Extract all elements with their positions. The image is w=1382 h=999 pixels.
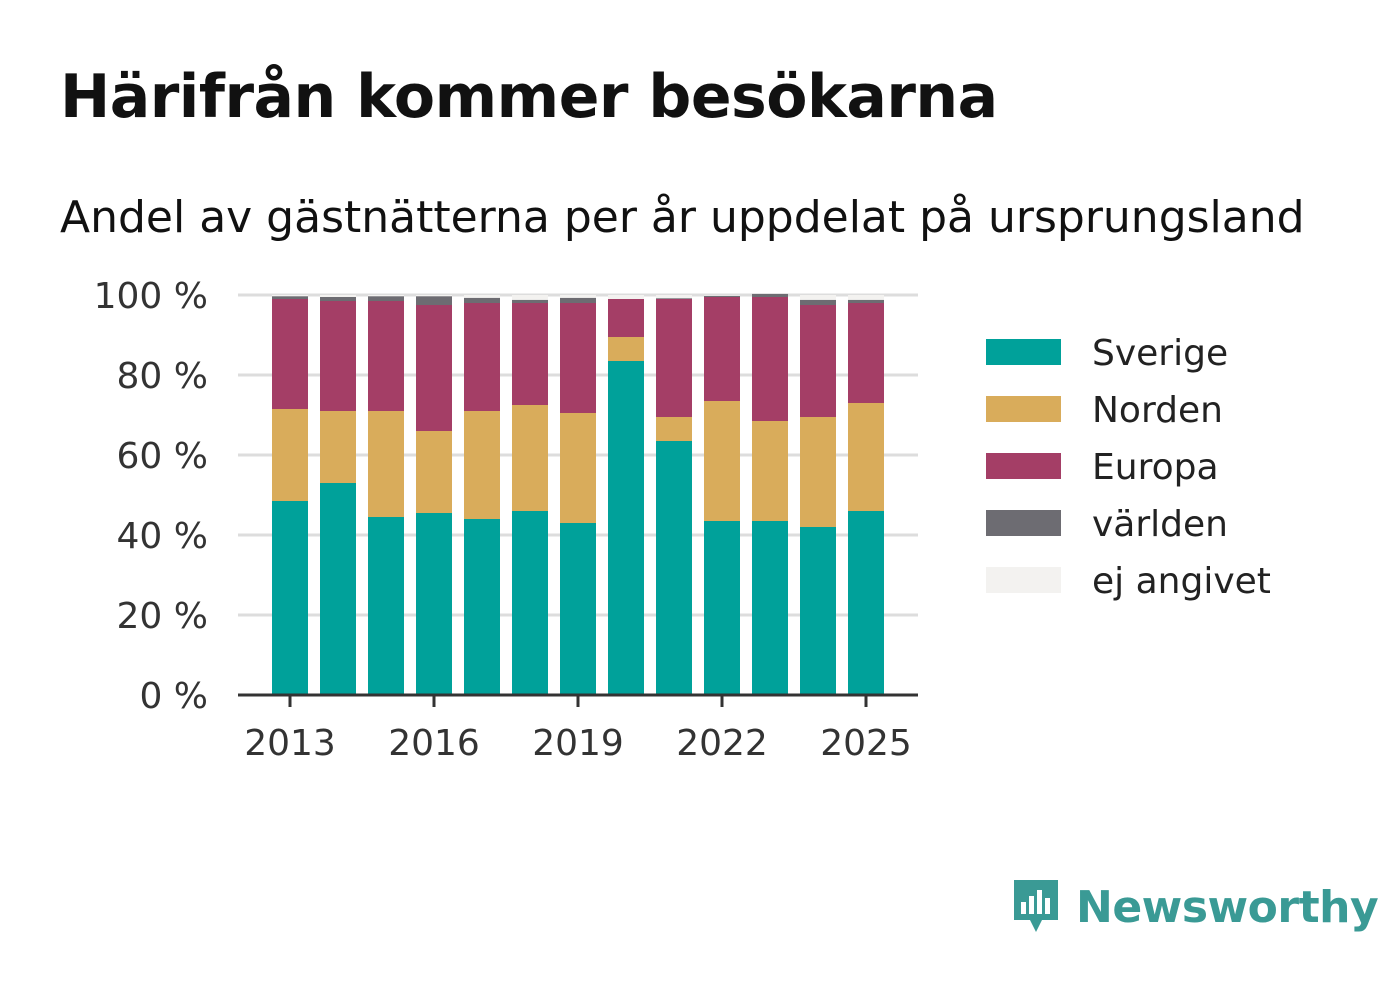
brand-name: Newsworthy (1076, 881, 1379, 933)
bar-segment (800, 305, 836, 417)
legend-swatch (986, 453, 1061, 479)
chart-subtitle: Andel av gästnätterna per år uppdelat på… (60, 192, 1305, 243)
bar-segment (560, 303, 596, 413)
y-tick-label: 60 % (117, 436, 208, 477)
bar-segment (752, 421, 788, 521)
bar-segment (464, 297, 500, 303)
chart-title: Härifrån kommer besökarna (60, 62, 998, 132)
bar-segment (320, 295, 356, 297)
bar-segment (512, 511, 548, 695)
bar-segment (416, 305, 452, 431)
bar-segment (560, 413, 596, 523)
bar-segment (320, 297, 356, 301)
bar-segment (848, 295, 884, 300)
bar-segment (704, 401, 740, 521)
bar-segment (320, 483, 356, 695)
bar-segment (512, 405, 548, 511)
bar-segment (512, 295, 548, 300)
legend-swatch (986, 567, 1061, 593)
bar-segment (464, 295, 500, 298)
bar-segment (368, 411, 404, 517)
bar-segment (848, 403, 884, 511)
bar-segment (560, 297, 596, 303)
y-tick-label: 20 % (117, 596, 208, 637)
bar-segment (800, 417, 836, 527)
bar-segment (656, 441, 692, 695)
bar-segment (752, 521, 788, 695)
x-tick-label: 2025 (820, 723, 912, 764)
bar-segment (800, 299, 836, 305)
bar-segment (464, 519, 500, 695)
bar-segment (608, 295, 644, 299)
y-tick-label: 40 % (117, 516, 208, 557)
bar-segment (272, 295, 308, 297)
bar-segment (752, 293, 788, 297)
bar-segment (464, 411, 500, 519)
bar-segment (704, 295, 740, 297)
legend-swatch (986, 339, 1061, 365)
legend-swatch (986, 510, 1061, 536)
bar-segment (560, 523, 596, 695)
bar-segment (416, 296, 452, 305)
bar-segment (608, 337, 644, 361)
bar-segment (368, 296, 404, 301)
bar-segment (320, 301, 356, 411)
bar-segment (512, 299, 548, 303)
legend-label: Europa (1092, 447, 1219, 488)
bar-segment (416, 295, 452, 297)
x-tick-label: 2022 (676, 723, 768, 764)
bar-segment (848, 303, 884, 403)
x-tick-label: 2016 (388, 723, 480, 764)
bar-segment (320, 411, 356, 483)
bar-segment (656, 299, 692, 417)
bar-segment (752, 293, 788, 294)
bar-segment (560, 295, 596, 298)
bar-segment (848, 511, 884, 695)
bar-segment (704, 521, 740, 695)
y-tick-label: 80 % (117, 356, 208, 397)
bar-segment (512, 303, 548, 405)
legend-label: Sverige (1092, 333, 1228, 374)
x-tick-label: 2013 (244, 723, 336, 764)
legend-label: Norden (1092, 390, 1223, 431)
legend-swatch (986, 396, 1061, 422)
bar-segment (656, 417, 692, 441)
bar-segment (368, 295, 404, 297)
bar-segment (272, 299, 308, 409)
bar-segment (656, 298, 692, 299)
bar-segment (656, 295, 692, 299)
newsworthy-logo-icon (1014, 880, 1058, 932)
bar-segment (416, 513, 452, 695)
bar-segment (800, 295, 836, 300)
bar-segment (848, 299, 884, 303)
x-tick-label: 2019 (532, 723, 624, 764)
bar-segment (608, 299, 644, 337)
bar-segment (608, 361, 644, 695)
bar-segment (368, 517, 404, 695)
bar-segment (752, 297, 788, 421)
bar-segment (704, 297, 740, 401)
bar-segment (272, 501, 308, 695)
bar-segment (368, 301, 404, 411)
bar-segment (704, 295, 740, 296)
bar-segment (272, 296, 308, 299)
y-tick-label: 100 % (94, 276, 208, 317)
bar-segment (416, 431, 452, 513)
bar-segment (800, 527, 836, 695)
legend-label: världen (1092, 504, 1228, 545)
brand-logo: Newsworthy (1010, 876, 1379, 938)
legend-label: ej angivet (1092, 561, 1271, 602)
bar-segment (464, 303, 500, 411)
y-tick-label: 0 % (139, 676, 208, 717)
bar-segment (272, 409, 308, 501)
